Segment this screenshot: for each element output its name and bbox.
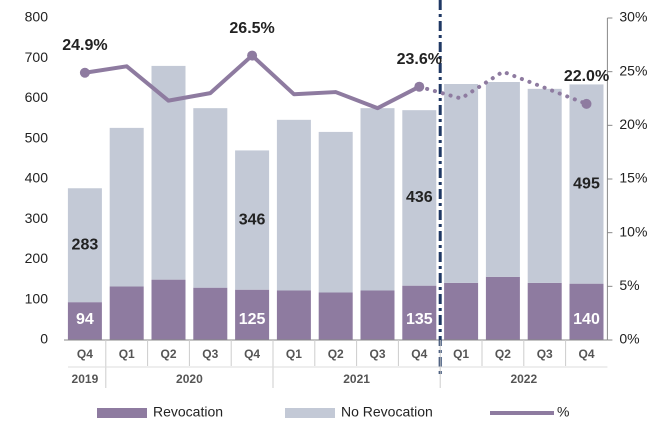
bar-label: 346: [239, 211, 266, 228]
y2-tick-label: 10%: [619, 223, 647, 239]
legend-label: No Revocation: [341, 404, 433, 420]
pct-marker: [581, 98, 592, 109]
bar-revocation: [318, 292, 353, 340]
y2-tick-label: 15%: [619, 170, 647, 186]
y-tick-label: 500: [25, 129, 49, 145]
bar-no-revocation: [485, 81, 520, 277]
x-tick-label: Q4: [77, 347, 93, 361]
legend-swatch: [285, 408, 335, 418]
bar-no-revocation: [67, 188, 102, 303]
bar-revocation: [402, 285, 437, 340]
y2-tick-label: 20%: [619, 116, 647, 132]
x-tick-label: Q3: [202, 347, 218, 361]
x-tick-label: Q3: [369, 347, 385, 361]
bar-no-revocation: [527, 88, 562, 283]
y2-tick-label: 25%: [619, 62, 647, 78]
x-tick-label: Q1: [453, 347, 469, 361]
bar-label: 283: [72, 236, 99, 253]
pct-line: [82, 53, 422, 111]
y-tick-label: 400: [25, 170, 49, 186]
x-tick-label: Q4: [411, 347, 427, 361]
bar-revocation: [569, 283, 604, 340]
pct-line-dotted: [417, 69, 589, 106]
bar-revocation: [276, 290, 311, 340]
bar-no-revocation: [276, 119, 311, 291]
pct-label: 24.9%: [62, 37, 107, 54]
bar-no-revocation: [318, 131, 353, 293]
bar-no-revocation: [193, 108, 228, 288]
bar-no-revocation: [402, 110, 437, 286]
x-group-label: 2019: [72, 372, 99, 386]
y-tick-label: 300: [25, 210, 49, 226]
y-tick-label: 100: [25, 290, 49, 306]
x-tick-label: Q3: [537, 347, 553, 361]
x-tick-label: Q2: [160, 347, 176, 361]
x-tick-label: Q2: [328, 347, 344, 361]
x-tick-label: Q2: [495, 347, 511, 361]
y-tick-label: 0: [40, 331, 48, 347]
bar-no-revocation: [360, 108, 395, 291]
bar-label: 436: [406, 189, 433, 206]
bar-label: 125: [239, 311, 266, 328]
y-tick-label: 200: [25, 250, 49, 266]
y-tick-label: 800: [25, 9, 49, 25]
bar-revocation: [444, 282, 479, 340]
bar-label: 94: [76, 311, 94, 328]
y2-tick-label: 0%: [619, 331, 639, 347]
bar-revocation: [360, 290, 395, 340]
x-group-label: 2022: [510, 372, 537, 386]
bar-revocation: [193, 287, 228, 340]
bar-no-revocation: [109, 127, 144, 287]
bar-no-revocation: [569, 84, 604, 284]
x-tick-label: Q1: [119, 347, 135, 361]
pct-marker: [414, 81, 425, 92]
bar-revocation: [485, 276, 520, 340]
y2-tick-label: 5%: [619, 277, 639, 293]
bar-label: 140: [573, 311, 600, 328]
legend-label: Revocation: [153, 404, 223, 420]
y-tick-label: 700: [25, 49, 49, 65]
bar-revocation: [67, 302, 102, 340]
bar-no-revocation: [444, 84, 479, 283]
bar-revocation: [151, 279, 186, 340]
legend-label: %: [557, 404, 569, 420]
bar-revocation: [235, 289, 270, 340]
pct-label: 23.6%: [397, 51, 442, 68]
bar-revocation: [109, 286, 144, 340]
pct-label: 26.5%: [229, 20, 274, 37]
y2-tick-label: 30%: [619, 9, 647, 25]
x-tick-label: Q4: [244, 347, 260, 361]
x-group-label: 2021: [343, 372, 370, 386]
bar-no-revocation: [235, 150, 270, 290]
bar-label: 135: [406, 311, 433, 328]
y-tick-label: 600: [25, 89, 49, 105]
x-group-label: 2020: [176, 372, 203, 386]
x-tick-label: Q4: [578, 347, 594, 361]
x-tick-label: Q1: [286, 347, 302, 361]
bar-revocation: [527, 282, 562, 340]
pct-label: 22.0%: [564, 68, 609, 85]
legend-swatch: [97, 408, 147, 418]
pct-marker: [79, 67, 90, 78]
bar-label: 495: [573, 175, 600, 192]
pct-marker: [247, 50, 258, 61]
